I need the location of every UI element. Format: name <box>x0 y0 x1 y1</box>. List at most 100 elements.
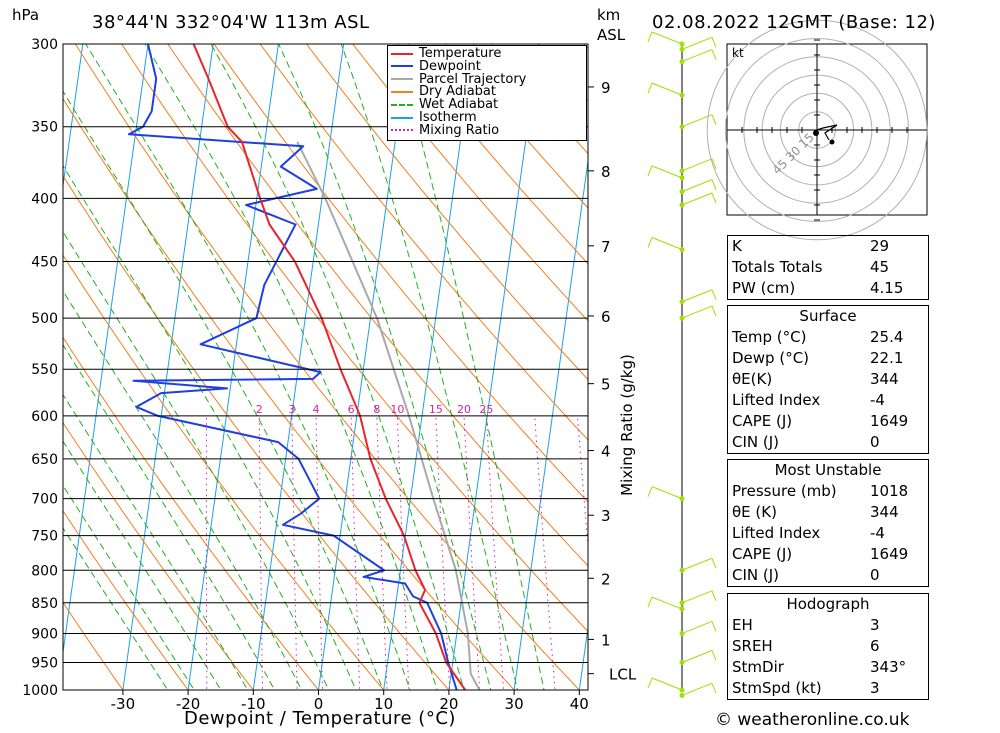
mixing-ratio-line <box>435 415 451 690</box>
wind-barb <box>681 621 713 634</box>
stats-row: StmSpd (kt) 3 <box>732 679 880 697</box>
legend-label: Mixing Ratio <box>419 122 500 138</box>
legend-item: Mixing Ratio <box>391 124 499 137</box>
dry-adiabat-line <box>954 44 1000 716</box>
wind-barb-flag <box>711 621 717 632</box>
km-tick-label: LCL <box>609 666 637 684</box>
header-location: 38°44'N 332°04'W 113m ASL <box>92 12 370 33</box>
wind-barb-dot <box>679 59 685 65</box>
pressure-tick-label: 950 <box>31 655 58 671</box>
mixing-ratio-label: 8 <box>373 403 380 416</box>
km-tick-label: 9 <box>601 79 611 97</box>
hodograph-unit-label: kt <box>732 46 744 60</box>
header-datetime: 02.08.2022 12GMT (Base: 12) <box>652 12 936 33</box>
stats-row: StmDir 343° <box>732 658 907 676</box>
wet-adiabat-line <box>85 44 411 690</box>
wind-barb-dot <box>679 124 685 130</box>
stats-row: CIN (J) 0 <box>732 433 880 451</box>
legend-swatch <box>391 65 413 68</box>
km-tick-label: 2 <box>601 570 611 588</box>
dry-adiabat-line <box>63 254 385 690</box>
wind-barb-flag <box>647 486 653 497</box>
hodograph-trace <box>816 124 838 141</box>
legend-item: Parcel Trajectory <box>391 73 526 86</box>
wind-barb-dot <box>679 246 685 252</box>
wind-barb-flag <box>711 49 717 60</box>
mixing-ratio-line <box>315 415 324 690</box>
dry-adiabat-line <box>306 44 588 381</box>
hodograph-title: Hodograph <box>786 595 870 613</box>
wind-barb <box>681 289 713 303</box>
isotherm-line <box>252 44 345 690</box>
wind-barb <box>681 682 713 696</box>
pressure-tick-label: 550 <box>31 362 58 378</box>
km-tick-label: 5 <box>601 376 611 394</box>
isotherm-line <box>383 44 475 690</box>
stats-row: Lifted Index -4 <box>732 391 885 409</box>
wind-barb <box>651 677 683 691</box>
legend-swatch <box>391 103 413 106</box>
hodograph-mean-wind <box>829 139 835 145</box>
temp-tick-label: 0 <box>314 695 324 713</box>
footer-copyright[interactable]: © weatheronline.co.uk <box>715 710 910 730</box>
dry-adiabat-line <box>259 44 588 441</box>
mixing-ratio-label: 15 <box>429 403 443 416</box>
stats-surface: Surface Temp (°C) 25.4 Dewp (°C) 22.1 θE(K… <box>727 305 929 454</box>
stats-row: CIN (J) 0 <box>732 566 880 584</box>
dry-adiabat-line <box>63 336 320 690</box>
temp-tick-label: 30 <box>505 695 524 713</box>
wet-adiabat-line <box>63 393 249 690</box>
wet-adiabat-line <box>63 90 384 690</box>
temp-tick-label: 10 <box>374 695 393 713</box>
pressure-tick-label: 350 <box>31 120 58 136</box>
isotherm-line <box>448 44 540 690</box>
wind-barb <box>651 237 683 250</box>
km-tick-label: 6 <box>601 308 611 326</box>
pressure-tick-label: 650 <box>31 452 58 468</box>
mixing-ratio-label: 3 <box>288 403 295 416</box>
stats-row: Totals Totals 45 <box>732 258 890 276</box>
pressure-tick-label: 400 <box>31 191 58 207</box>
surface-title: Surface <box>799 307 857 325</box>
pressure-tick-label: 900 <box>31 626 58 642</box>
wind-barb-dot <box>679 315 685 321</box>
temp-tick-label: -10 <box>241 695 266 713</box>
pressure-tick-label: 600 <box>31 409 58 425</box>
wind-barb-dot <box>679 202 685 208</box>
wind-barb-dot <box>679 600 685 606</box>
dry-adiabat-line <box>63 174 450 690</box>
legend-label: Parcel Trajectory <box>419 71 527 87</box>
stats-row: Lifted Index -4 <box>732 524 885 542</box>
legend-label: Dewpoint <box>419 58 481 74</box>
mixing-ratio-line <box>576 415 588 553</box>
wind-barb-dot <box>679 567 685 573</box>
wet-adiabat-line <box>63 230 330 690</box>
isotherm-line <box>317 44 410 690</box>
legend-swatch <box>391 78 413 81</box>
temperature-profile <box>192 44 468 690</box>
wind-barb <box>681 650 713 663</box>
mixing-ratio-line <box>463 415 481 690</box>
wind-barb <box>681 114 713 128</box>
dry-adiabat-line <box>352 44 588 322</box>
stats-row: PW (cm) 4.15 <box>732 279 904 297</box>
wind-barb <box>651 82 683 96</box>
legend-item: Temperature <box>391 47 501 60</box>
wind-barb-flag <box>711 558 717 569</box>
mixing-ratio-line <box>396 415 410 690</box>
wind-barb-flag <box>647 165 653 177</box>
wind-barb-flag <box>711 590 717 601</box>
wet-adiabat-line <box>63 343 276 690</box>
temp-tick-label: 20 <box>439 695 458 713</box>
stats-hodograph: Hodograph EH 3 SREH 6 StmDir 343° StmSpd (k… <box>727 593 929 700</box>
dry-adiabat-line <box>167 44 588 567</box>
mixing-ratio-line <box>350 415 361 690</box>
wet-adiabat-line <box>278 44 492 690</box>
temp-tick-label: -20 <box>176 695 201 713</box>
wind-barb-dot <box>679 46 685 52</box>
mixing-ratio-line <box>291 415 298 690</box>
isotherm-line <box>63 44 84 190</box>
pressure-tick-label: 850 <box>31 596 58 612</box>
legend-swatch <box>391 52 413 55</box>
parcel-trajectory-profile <box>296 141 481 690</box>
